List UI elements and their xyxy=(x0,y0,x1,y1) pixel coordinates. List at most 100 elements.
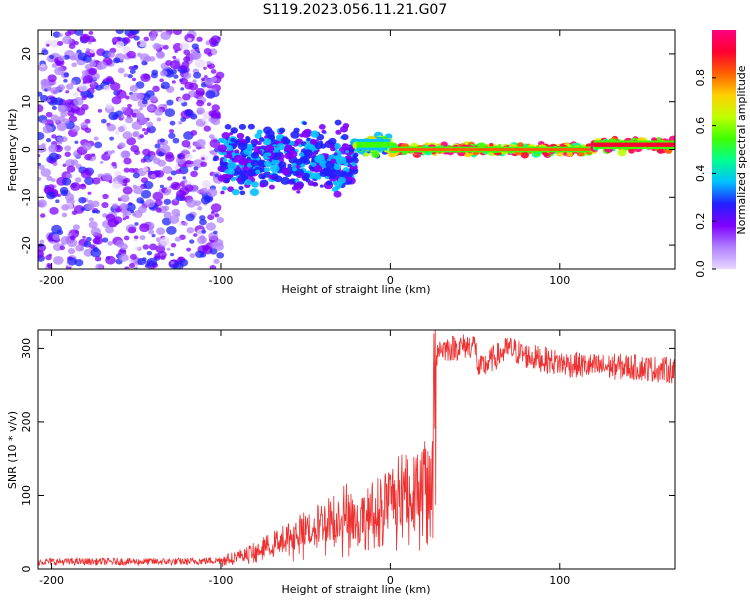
spectrogram-blob xyxy=(148,229,155,235)
spectrogram-blob xyxy=(135,112,144,120)
spectrogram-blob xyxy=(186,199,197,208)
spectrogram-blob xyxy=(120,194,130,203)
spectrogram-blob xyxy=(160,144,171,153)
spectrogram-blob xyxy=(45,254,52,261)
spectrogram-blob xyxy=(61,177,72,186)
spectrogram-blob xyxy=(42,124,53,134)
spectrogram-blob xyxy=(125,215,130,219)
colorbar-ticks: 0.0 0.2 0.4 0.6 0.8 xyxy=(694,69,716,278)
spectrogram-blob xyxy=(115,41,125,49)
spectrogram-blob xyxy=(302,121,308,126)
spectrogram-blob xyxy=(169,120,176,126)
spectrogram-blob xyxy=(99,160,104,164)
spectrogram-blob xyxy=(179,77,189,85)
spectrogram-blob xyxy=(164,108,176,117)
spectrogram-blob xyxy=(263,167,271,173)
spectrogram-blob xyxy=(61,204,70,211)
spectrogram-blob xyxy=(258,137,265,142)
spectrogram-blob xyxy=(225,179,230,184)
spectrogram-blob xyxy=(47,74,57,83)
spectrogram-blob xyxy=(46,175,53,181)
spectrogram-blob xyxy=(138,40,147,48)
spectrogram-blob xyxy=(230,137,236,143)
snr-series-line xyxy=(38,330,675,568)
spectrogram-blob xyxy=(159,237,170,246)
spectrogram-blob xyxy=(310,162,317,167)
spectrogram-blob xyxy=(104,151,108,155)
spectrogram-blob xyxy=(54,119,59,124)
spectrogram-blob xyxy=(168,132,176,139)
spectrogram-blob xyxy=(333,163,342,171)
spectrogram-blob xyxy=(194,58,206,68)
spectrogram-blob xyxy=(210,110,221,119)
spectrogram-blob xyxy=(291,167,298,172)
spectrogram-blob xyxy=(109,82,121,91)
spectrogram-blob xyxy=(319,184,324,188)
spectrogram-blob xyxy=(192,159,204,169)
spectrogram-blob xyxy=(95,263,104,269)
spectrogram-blob xyxy=(71,62,77,68)
spectrogram-blob xyxy=(371,151,380,159)
spectrogram-blob xyxy=(128,263,135,269)
spectrogram-blob xyxy=(53,255,64,265)
spectrogram-blob xyxy=(189,160,194,165)
spectrogram-blob xyxy=(68,43,76,49)
spectrogram-blob xyxy=(159,138,165,143)
spectrogram-blob xyxy=(628,148,635,154)
spectrogram-blob xyxy=(184,109,194,117)
spectrogram-blob xyxy=(300,163,306,168)
spectrogram-marks xyxy=(38,30,675,269)
spectrogram-blob xyxy=(182,178,188,183)
snr-y-ticks: 0 100 200 300 xyxy=(20,338,675,573)
spectrogram-blob xyxy=(321,129,327,134)
spectrogram-blob xyxy=(255,169,261,175)
spectrogram-blob xyxy=(88,67,98,75)
spectrogram-blob xyxy=(92,210,96,214)
spectrogram-blob xyxy=(334,119,342,126)
spectrogram-blob xyxy=(316,153,325,161)
spectrogram-blob xyxy=(144,199,155,208)
snr-panel: -200 -100 0 100 0 100 200 300 Height of straig… xyxy=(6,329,676,596)
spectrogram-blob xyxy=(89,48,96,54)
spectrogram-blob xyxy=(50,114,59,121)
spectrogram-blob xyxy=(134,222,139,226)
spectrogram-blob xyxy=(207,52,213,57)
spectrogram-blob xyxy=(342,123,350,129)
spectrogram-blob xyxy=(171,208,181,217)
spectrogram-blob xyxy=(179,42,189,51)
spectrogram-blob xyxy=(230,127,238,134)
spectrogram-blob xyxy=(69,55,76,61)
spectrogram-blob xyxy=(284,152,294,160)
spectrogram-blob xyxy=(70,235,76,241)
spectrogram-blob xyxy=(249,188,260,197)
spectrogram-blob xyxy=(193,166,199,171)
spectrogram-blob xyxy=(38,131,45,141)
spectrogram-x-ticks: -200 -100 0 100 xyxy=(39,30,570,287)
spectrogram-blob xyxy=(163,198,172,205)
spectrogram-blob xyxy=(290,130,300,139)
spectrogram-blob xyxy=(213,230,218,235)
spectrogram-blob xyxy=(134,246,139,250)
spectrogram-blob xyxy=(85,236,92,242)
spectrogram-blob xyxy=(247,168,257,177)
spectrogram-blob xyxy=(208,232,219,241)
spectrogram-blob xyxy=(197,235,207,245)
spectrogram-blob xyxy=(102,80,106,84)
spectrogram-blob xyxy=(208,197,213,201)
spectrogram-blob xyxy=(304,143,313,151)
spectrogram-blob xyxy=(123,73,129,78)
spectrogram-blob xyxy=(268,184,275,190)
spectrogram-blob xyxy=(79,33,91,43)
spectrogram-blob xyxy=(192,79,197,84)
spectrogram-blob xyxy=(84,168,89,172)
spectrogram-blob xyxy=(204,78,214,86)
spectrogram-blob xyxy=(247,123,255,130)
spectrogram-blob xyxy=(110,150,115,154)
spectrogram-blob xyxy=(211,117,221,126)
spectrogram-blob xyxy=(224,124,232,130)
spectrogram-blob xyxy=(294,178,300,182)
spectrogram-blob xyxy=(75,177,82,183)
spectrogram-blob xyxy=(199,218,207,226)
spectrogram-blob xyxy=(341,171,348,176)
spectrogram-blob xyxy=(101,237,109,243)
